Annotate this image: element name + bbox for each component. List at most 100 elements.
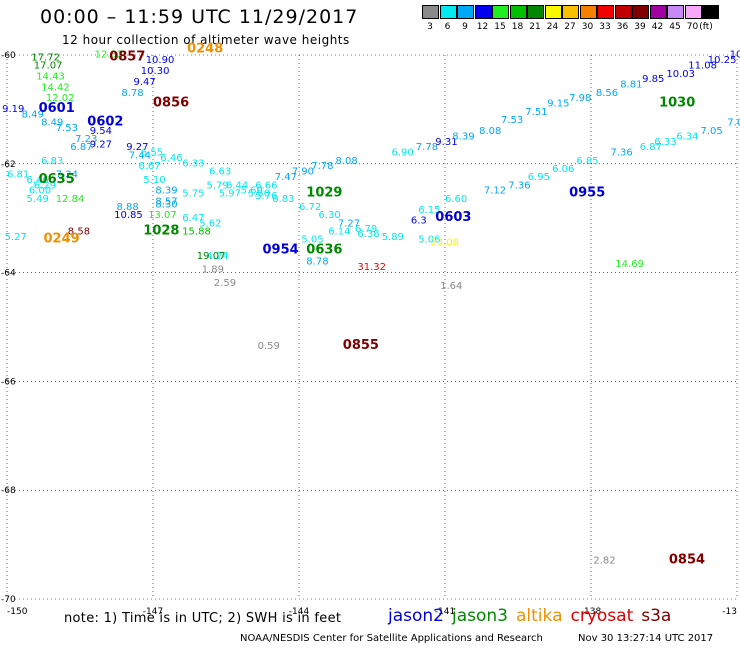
wave-height-label: 10.30: [141, 66, 170, 77]
pass-time-label: 1030: [659, 96, 695, 111]
wave-height-label: 6.15: [418, 205, 440, 216]
wave-height-label: 7.53: [501, 115, 523, 126]
wave-height-label: 6.55: [141, 148, 163, 159]
wave-height-label: 8.56: [596, 88, 618, 99]
wave-height-label: 6.46: [27, 175, 49, 186]
wave-height-label: 7.23: [75, 134, 97, 145]
legend-swatch: [597, 5, 614, 19]
legend-swatch: [457, 5, 474, 19]
wave-height-label: 7.78: [311, 161, 333, 172]
legend-label: 15: [494, 22, 506, 32]
legend-unit: (ft): [699, 22, 713, 32]
wave-height-label: 5.05: [301, 235, 323, 246]
wave-height-label: 6.33: [654, 137, 676, 148]
wave-height-label: 2.82: [593, 556, 615, 567]
wave-height-label: 8.49: [41, 118, 63, 129]
generation-timestamp: Nov 30 13:27:14 UTC 2017: [578, 633, 714, 644]
pass-time-label: 0856: [153, 96, 189, 111]
color-legend: 3 6 9 12 15 18 21 24 27 30 33 36 39 42 45 70 (ft): [422, 5, 728, 35]
x-tick-label: -138: [581, 607, 602, 617]
wave-height-label: 7.36: [508, 180, 530, 191]
satellite-legend-entry: jason3: [452, 606, 508, 626]
wave-height-label: 8.30: [155, 199, 177, 210]
wave-height-label: 6.63: [209, 167, 231, 178]
legend-label: 6: [444, 22, 451, 32]
wave-height-label: 6.30: [319, 210, 341, 221]
wave-height-label: 5.60: [241, 186, 263, 197]
wave-height-label: 10.90: [146, 55, 175, 66]
wave-height-label: 6.66: [255, 180, 277, 191]
wave-height-label: 12.32: [95, 50, 124, 61]
wave-height-label: 6.60: [445, 194, 467, 205]
wave-height-label: 6.67: [138, 161, 160, 172]
wave-height-label: 13.07: [148, 210, 177, 221]
wave-height-label: 9.85: [642, 74, 664, 85]
pass-time-label: 0954: [263, 243, 299, 258]
y-tick-label: -64: [1, 269, 16, 279]
pass-time-label: 1028: [143, 224, 179, 239]
wave-height-label: 31.32: [357, 262, 386, 273]
legend-label: 33: [599, 22, 611, 32]
wave-height-label: 5.10: [143, 175, 165, 186]
wave-height-label: 8.49: [22, 110, 44, 121]
legend-swatch: [562, 5, 579, 19]
wave-height-label: 8.08: [336, 156, 358, 167]
satellite-legend-entry: altika: [516, 606, 563, 626]
wave-height-label: 5.06: [418, 235, 440, 246]
wave-height-label: 7.78: [416, 142, 438, 153]
wave-height-label: 6.06: [552, 164, 574, 175]
wave-height-label: 7.53: [56, 123, 78, 134]
wave-height-label: 5.76: [255, 191, 277, 202]
wave-height-label: 6.38: [357, 229, 379, 240]
pass-time-label: 0955: [569, 185, 605, 200]
wave-height-label: 6.83: [272, 194, 294, 205]
wave-height-label: 9.27: [90, 140, 112, 151]
wave-height-label: 5.27: [5, 232, 27, 243]
y-tick-label: -60: [1, 51, 16, 61]
wave-height-label: 8.78: [306, 256, 328, 267]
chart-subtitle: 12 hour collection of altimeter wave hei…: [62, 33, 350, 47]
legend-swatch: [632, 5, 649, 19]
wave-height-label: 7.47: [275, 172, 297, 183]
wave-height-label: 6.85: [576, 156, 598, 167]
y-tick-label: -70: [1, 595, 16, 605]
legend-label: 70: [686, 22, 699, 32]
wave-height-label: 6.33: [182, 159, 204, 170]
wave-height-label: 6.72: [299, 202, 321, 213]
wave-height-label: 6.87: [640, 142, 662, 153]
wave-height-label: 6.14: [328, 227, 350, 238]
wave-height-label: 8.81: [620, 80, 642, 91]
wave-height-label: 6.44: [226, 180, 248, 191]
wave-height-label: 15.88: [182, 227, 211, 238]
wave-height-label: 6.00: [29, 186, 51, 197]
wave-height-label: 14.42: [41, 82, 70, 93]
x-tick-label: -13: [722, 607, 737, 617]
wave-height-label: 8.57: [155, 197, 177, 208]
wave-height-label: 7.24: [56, 169, 78, 180]
pass-time-label: 0635: [39, 172, 75, 187]
y-tick-label: -68: [1, 486, 16, 496]
x-tick-label: -150: [7, 607, 28, 617]
wave-height-label: 5.97: [219, 188, 241, 199]
wave-height-label: 5.50: [248, 188, 270, 199]
wave-height-label: 10.63: [730, 50, 740, 61]
y-tick-label: -66: [1, 377, 16, 387]
wave-height-label: 6.83: [41, 156, 63, 167]
wave-height-label: 7.90: [292, 167, 314, 178]
wave-height-label: 8.08: [479, 126, 501, 137]
wave-height-label: 8.39: [452, 131, 474, 142]
legend-label: 12: [476, 22, 489, 32]
wave-height-label: 5.89: [382, 232, 404, 243]
wave-height-label: 5.62: [199, 218, 221, 229]
wave-height-label: 14.43: [36, 72, 65, 83]
wave-height-label: 6.47: [182, 213, 204, 224]
wave-height-label: 9.47: [134, 77, 156, 88]
axis-ticks: -150 -147 -144 -141 -138 -13 -60 -62 -64 -66 -68 -7…: [1, 51, 737, 617]
pass-time-label: 0603: [435, 210, 471, 225]
wave-height-label: 6.79: [355, 224, 377, 235]
legend-label: 27: [564, 22, 576, 32]
wave-height-label: 7.02: [727, 118, 740, 129]
satellite-legend-entry: s3a: [641, 606, 672, 626]
wave-height-label: 5.49: [27, 194, 49, 205]
x-tick-label: -141: [435, 607, 455, 617]
